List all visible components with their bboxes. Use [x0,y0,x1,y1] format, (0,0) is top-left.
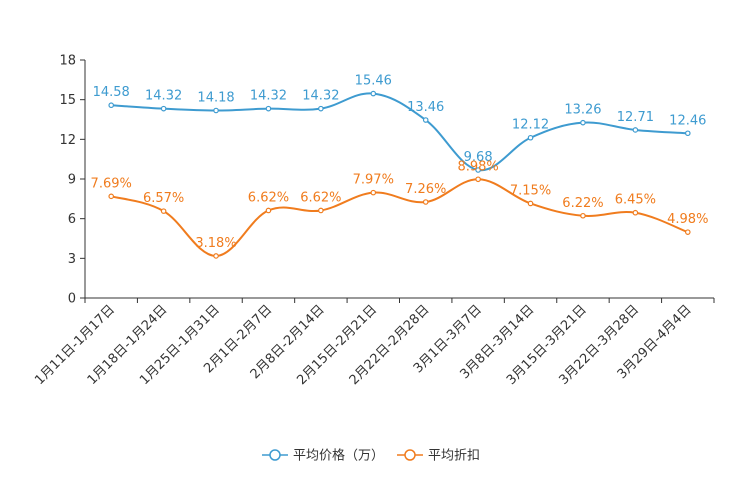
legend-item-1: 平均价格（万） [262,448,384,464]
data-label: 14.32 [250,89,287,104]
data-point [213,107,219,114]
data-point [370,189,377,196]
legend-item-2: 平均折扣 [397,449,480,464]
data-point [422,199,429,205]
data-label: 7.15% [510,183,551,198]
data-point [580,119,586,126]
data-label: 6.62% [300,190,341,205]
data-point [160,208,167,214]
y-tick-label: 0 [68,292,76,307]
data-label: 6.57% [143,191,184,206]
data-label: 14.32 [302,89,339,104]
data-label: 12.71 [617,110,654,125]
series-1: 14.58 14.32 14.18 14.32 14.32 15.46 13.46 9.68 1… [93,74,706,173]
data-point [580,212,586,219]
data-label: 15.46 [355,74,392,89]
data-point [632,209,639,216]
y-tick-label: 3 [68,252,76,267]
legend-label: 平均价格（万） [293,448,384,464]
series-layer: 14.58 14.32 14.18 14.32 14.32 15.46 13.46 9.68 1… [91,74,708,259]
data-label: 14.18 [197,91,234,106]
data-point [527,200,534,207]
legend: 平均价格（万） 平均折扣 [262,448,480,464]
data-point [108,102,115,109]
data-point [318,105,324,112]
data-label: 8.98% [457,159,498,174]
data-label: 13.46 [407,100,444,115]
data-label: 14.58 [93,85,130,100]
data-point [265,207,272,214]
data-label: 9.68 [464,150,493,165]
data-point [370,90,377,97]
legend-marker-icon [269,449,281,461]
y-tick-label: 12 [59,133,76,148]
data-label: 6.45% [615,193,656,208]
legend-marker-icon [404,449,416,461]
data-label: 6.22% [562,196,603,211]
data-label: 6.62% [248,190,289,205]
data-point [475,176,481,183]
data-label: 3.18% [195,236,236,251]
y-tick-label: 18 [59,54,76,69]
y-tick-label: 6 [68,212,76,227]
data-point [108,193,115,200]
data-point [527,134,534,141]
data-label: 7.26% [405,182,446,197]
data-label: 12.46 [669,113,706,128]
data-point [213,253,219,259]
data-point [160,105,167,112]
data-label: 7.97% [353,173,394,188]
y-tick-label: 9 [68,173,76,188]
data-point [684,229,691,235]
series-2: 7.69% 6.57% 3.18% 6.62% 6.62% 7.97% 7.26% 8.98%… [91,159,708,259]
data-point [318,207,324,214]
y-tick-label: 15 [59,93,76,108]
data-point [684,130,691,137]
data-point [422,117,429,123]
data-label: 7.69% [91,176,132,191]
data-label: 14.32 [145,89,182,104]
data-point [632,127,639,133]
data-label: 12.12 [512,118,549,133]
data-label: 4.98% [667,212,708,227]
data-label: 13.26 [564,103,601,118]
legend-label: 平均折扣 [428,449,480,464]
data-point [475,167,481,173]
data-point [265,105,272,112]
axes: 03691215181月11日-1月17日1月18日-1月24日1月25日-1月… [32,54,715,388]
